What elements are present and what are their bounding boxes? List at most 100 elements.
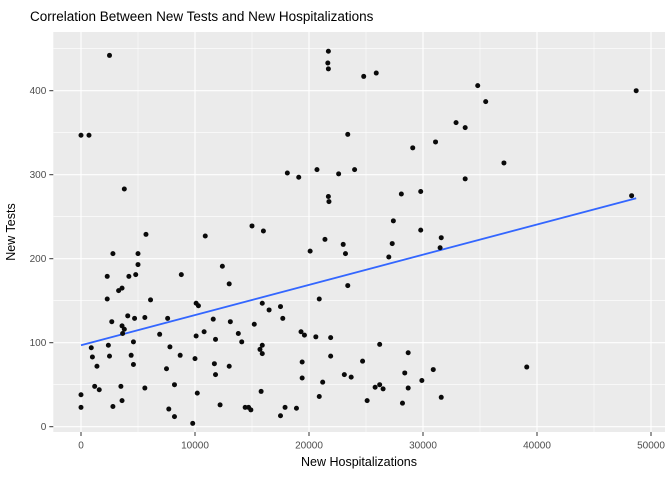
data-point bbox=[345, 131, 351, 137]
data-point bbox=[398, 191, 404, 197]
data-point bbox=[345, 283, 351, 289]
data-point bbox=[227, 319, 233, 325]
data-point bbox=[389, 241, 395, 247]
data-point bbox=[462, 176, 468, 182]
data-point bbox=[524, 364, 530, 370]
data-point bbox=[194, 390, 200, 396]
data-point bbox=[105, 342, 111, 348]
data-point bbox=[282, 404, 288, 410]
data-point bbox=[483, 99, 489, 105]
data-point bbox=[430, 367, 436, 373]
data-point bbox=[178, 272, 184, 278]
x-tick-label: 10000 bbox=[181, 441, 209, 452]
trend-line bbox=[80, 197, 637, 347]
data-point bbox=[201, 329, 207, 335]
data-point bbox=[259, 351, 265, 357]
data-point bbox=[342, 251, 348, 257]
y-tick-label: 100 bbox=[30, 338, 47, 349]
data-point bbox=[133, 272, 139, 278]
data-point bbox=[109, 319, 115, 325]
x-tick-label: 20000 bbox=[295, 441, 323, 452]
data-point bbox=[299, 375, 305, 381]
data-point bbox=[453, 120, 459, 126]
data-point bbox=[235, 330, 241, 336]
data-point bbox=[299, 359, 305, 365]
data-point bbox=[629, 193, 635, 199]
data-point bbox=[278, 413, 283, 419]
data-point bbox=[410, 145, 416, 151]
data-point bbox=[380, 386, 386, 392]
data-point bbox=[372, 384, 378, 390]
y-tick-label: 200 bbox=[30, 254, 47, 265]
data-point bbox=[78, 404, 84, 410]
data-point bbox=[104, 273, 110, 279]
data-points bbox=[78, 48, 639, 426]
data-point bbox=[130, 339, 136, 345]
data-point bbox=[419, 378, 425, 383]
data-point bbox=[121, 326, 127, 332]
data-point bbox=[316, 393, 322, 399]
data-point bbox=[325, 48, 331, 54]
x-tick-labels: 0 10000 20000 30000 40000 50000 bbox=[78, 441, 665, 452]
data-point bbox=[104, 296, 110, 302]
data-point bbox=[418, 227, 424, 233]
data-point bbox=[278, 304, 283, 310]
data-point bbox=[167, 344, 173, 350]
data-point bbox=[171, 414, 177, 420]
data-point bbox=[341, 372, 347, 378]
data-point bbox=[336, 171, 342, 177]
gridlines-minor bbox=[53, 32, 665, 432]
data-point bbox=[320, 379, 326, 385]
data-point bbox=[328, 335, 334, 341]
data-point bbox=[118, 383, 124, 389]
plot-panel bbox=[53, 32, 666, 432]
x-tick-label: 50000 bbox=[637, 441, 665, 452]
data-point bbox=[148, 297, 154, 303]
data-point bbox=[242, 404, 248, 410]
data-point bbox=[386, 254, 392, 260]
data-point bbox=[501, 160, 507, 166]
data-point bbox=[325, 60, 331, 66]
data-point bbox=[322, 236, 328, 242]
data-point bbox=[259, 300, 265, 306]
data-point bbox=[326, 199, 332, 205]
data-point bbox=[119, 398, 125, 404]
data-point bbox=[132, 315, 138, 321]
data-point bbox=[135, 251, 141, 257]
data-point bbox=[92, 383, 98, 389]
y-axis-label: New Tests bbox=[4, 203, 18, 260]
data-point bbox=[293, 405, 299, 411]
data-point bbox=[119, 285, 125, 291]
data-point bbox=[190, 420, 196, 426]
data-point bbox=[325, 66, 331, 72]
data-point bbox=[373, 70, 379, 76]
data-point bbox=[280, 315, 286, 321]
data-point bbox=[257, 346, 263, 352]
data-point bbox=[301, 332, 307, 338]
data-point bbox=[438, 235, 444, 241]
data-point bbox=[226, 363, 232, 369]
data-point bbox=[258, 388, 264, 394]
data-point bbox=[475, 83, 481, 89]
data-point bbox=[249, 223, 255, 229]
data-point bbox=[107, 353, 112, 359]
y-tick-labels: 0 100 200 300 400 bbox=[30, 86, 47, 433]
data-point bbox=[296, 174, 302, 180]
data-point bbox=[316, 296, 322, 302]
data-point bbox=[193, 333, 199, 339]
data-point bbox=[135, 262, 141, 268]
data-point bbox=[110, 251, 116, 257]
data-point bbox=[313, 334, 319, 340]
x-tick-label: 40000 bbox=[523, 441, 551, 452]
data-point bbox=[248, 407, 254, 413]
data-point bbox=[328, 353, 334, 359]
data-point bbox=[259, 342, 265, 348]
data-point bbox=[96, 387, 102, 393]
data-point bbox=[121, 186, 127, 192]
data-point bbox=[165, 315, 171, 321]
data-point bbox=[433, 139, 439, 145]
data-point bbox=[325, 194, 331, 200]
data-point bbox=[633, 88, 639, 94]
data-point bbox=[110, 404, 116, 410]
